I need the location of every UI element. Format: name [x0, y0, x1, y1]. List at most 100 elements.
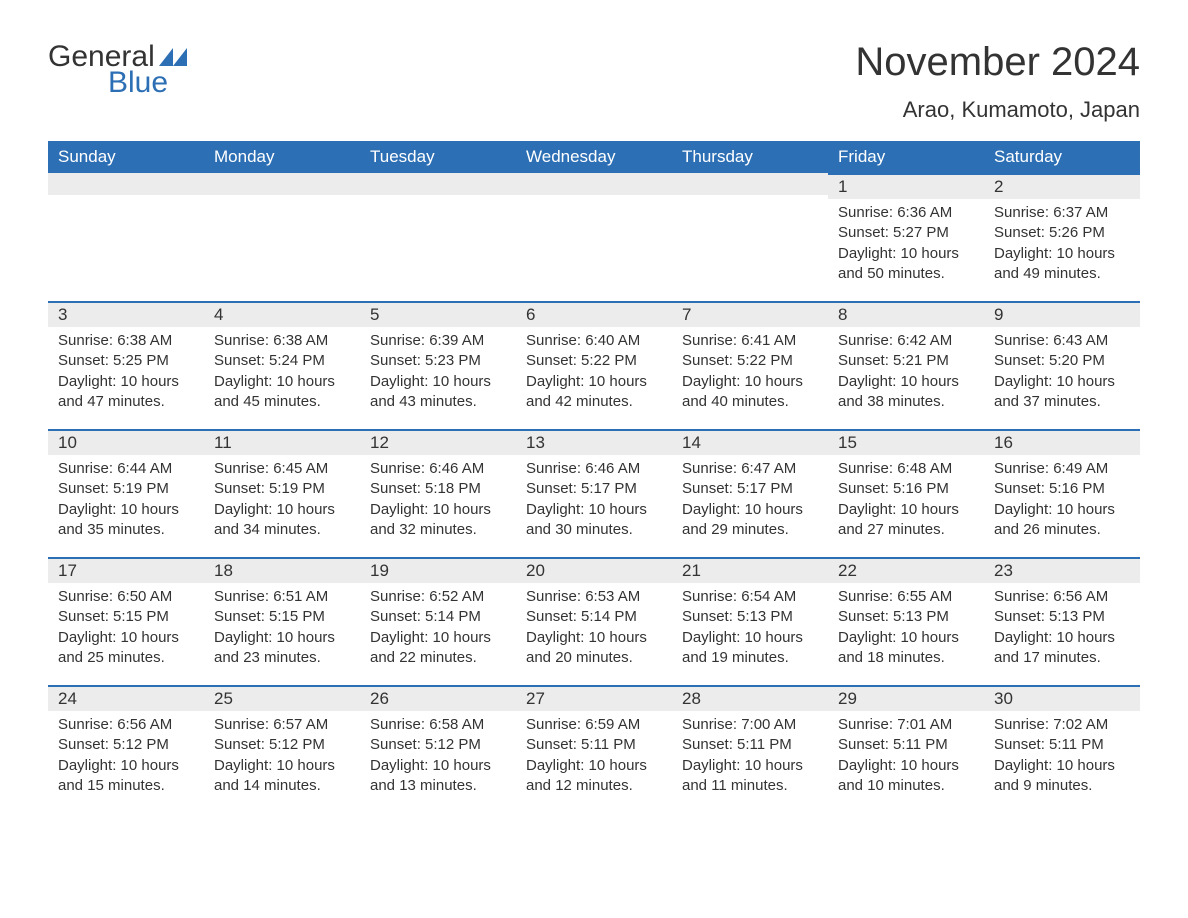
daylight-text: Daylight: 10 hours and 34 minutes.: [214, 500, 350, 541]
sunrise-text: Sunrise: 7:02 AM: [994, 715, 1130, 735]
daylight-text: Daylight: 10 hours and 17 minutes.: [994, 628, 1130, 669]
daylight-text: Daylight: 10 hours and 18 minutes.: [838, 628, 974, 669]
day-number: 28: [672, 685, 828, 711]
weekday-header: Saturday: [984, 141, 1140, 173]
sunset-text: Sunset: 5:13 PM: [682, 607, 818, 627]
sunset-text: Sunset: 5:12 PM: [214, 735, 350, 755]
calendar-cell: 22Sunrise: 6:55 AMSunset: 5:13 PMDayligh…: [828, 557, 984, 685]
day-number: 29: [828, 685, 984, 711]
day-number: 24: [48, 685, 204, 711]
day-number: 1: [828, 173, 984, 199]
sunset-text: Sunset: 5:11 PM: [838, 735, 974, 755]
day-number: 26: [360, 685, 516, 711]
sunrise-text: Sunrise: 6:42 AM: [838, 331, 974, 351]
weekday-header: Wednesday: [516, 141, 672, 173]
day-details: Sunrise: 6:38 AMSunset: 5:24 PMDaylight:…: [204, 327, 360, 422]
day-details: Sunrise: 6:56 AMSunset: 5:12 PMDaylight:…: [48, 711, 204, 806]
day-number: 23: [984, 557, 1140, 583]
daylight-text: Daylight: 10 hours and 9 minutes.: [994, 756, 1130, 797]
calendar-cell: 17Sunrise: 6:50 AMSunset: 5:15 PMDayligh…: [48, 557, 204, 685]
calendar-cell: 24Sunrise: 6:56 AMSunset: 5:12 PMDayligh…: [48, 685, 204, 813]
day-number: 16: [984, 429, 1140, 455]
day-number: 8: [828, 301, 984, 327]
calendar-cell: 5Sunrise: 6:39 AMSunset: 5:23 PMDaylight…: [360, 301, 516, 429]
sunset-text: Sunset: 5:11 PM: [526, 735, 662, 755]
day-number: 7: [672, 301, 828, 327]
title-block: November 2024 Arao, Kumamoto, Japan: [855, 40, 1140, 123]
day-details: Sunrise: 6:59 AMSunset: 5:11 PMDaylight:…: [516, 711, 672, 806]
daylight-text: Daylight: 10 hours and 49 minutes.: [994, 244, 1130, 285]
sunset-text: Sunset: 5:27 PM: [838, 223, 974, 243]
sunset-text: Sunset: 5:17 PM: [526, 479, 662, 499]
day-details: Sunrise: 6:51 AMSunset: 5:15 PMDaylight:…: [204, 583, 360, 678]
calendar-cell: 7Sunrise: 6:41 AMSunset: 5:22 PMDaylight…: [672, 301, 828, 429]
day-details: Sunrise: 6:52 AMSunset: 5:14 PMDaylight:…: [360, 583, 516, 678]
sunrise-text: Sunrise: 6:50 AM: [58, 587, 194, 607]
daylight-text: Daylight: 10 hours and 20 minutes.: [526, 628, 662, 669]
day-number: 15: [828, 429, 984, 455]
sunset-text: Sunset: 5:13 PM: [994, 607, 1130, 627]
day-details: Sunrise: 7:00 AMSunset: 5:11 PMDaylight:…: [672, 711, 828, 806]
daylight-text: Daylight: 10 hours and 13 minutes.: [370, 756, 506, 797]
daylight-text: Daylight: 10 hours and 11 minutes.: [682, 756, 818, 797]
day-number: 18: [204, 557, 360, 583]
day-details: Sunrise: 7:01 AMSunset: 5:11 PMDaylight:…: [828, 711, 984, 806]
day-details: Sunrise: 6:40 AMSunset: 5:22 PMDaylight:…: [516, 327, 672, 422]
sunset-text: Sunset: 5:16 PM: [994, 479, 1130, 499]
calendar-cell: 13Sunrise: 6:46 AMSunset: 5:17 PMDayligh…: [516, 429, 672, 557]
daylight-text: Daylight: 10 hours and 43 minutes.: [370, 372, 506, 413]
sunset-text: Sunset: 5:22 PM: [526, 351, 662, 371]
sunset-text: Sunset: 5:14 PM: [526, 607, 662, 627]
daylight-text: Daylight: 10 hours and 30 minutes.: [526, 500, 662, 541]
calendar-body: 1Sunrise: 6:36 AMSunset: 5:27 PMDaylight…: [48, 173, 1140, 813]
sunset-text: Sunset: 5:16 PM: [838, 479, 974, 499]
day-details: Sunrise: 6:43 AMSunset: 5:20 PMDaylight:…: [984, 327, 1140, 422]
calendar-cell: [360, 173, 516, 301]
sunrise-text: Sunrise: 6:39 AM: [370, 331, 506, 351]
weekday-header: Tuesday: [360, 141, 516, 173]
daylight-text: Daylight: 10 hours and 50 minutes.: [838, 244, 974, 285]
sunrise-text: Sunrise: 6:38 AM: [58, 331, 194, 351]
day-details: Sunrise: 6:42 AMSunset: 5:21 PMDaylight:…: [828, 327, 984, 422]
daylight-text: Daylight: 10 hours and 37 minutes.: [994, 372, 1130, 413]
day-details: Sunrise: 6:45 AMSunset: 5:19 PMDaylight:…: [204, 455, 360, 550]
sunrise-text: Sunrise: 6:41 AM: [682, 331, 818, 351]
weekday-header: Thursday: [672, 141, 828, 173]
daylight-text: Daylight: 10 hours and 38 minutes.: [838, 372, 974, 413]
sunset-text: Sunset: 5:19 PM: [58, 479, 194, 499]
day-number: 3: [48, 301, 204, 327]
calendar-cell: 4Sunrise: 6:38 AMSunset: 5:24 PMDaylight…: [204, 301, 360, 429]
day-details: Sunrise: 6:38 AMSunset: 5:25 PMDaylight:…: [48, 327, 204, 422]
calendar-cell: 6Sunrise: 6:40 AMSunset: 5:22 PMDaylight…: [516, 301, 672, 429]
calendar-week-row: 24Sunrise: 6:56 AMSunset: 5:12 PMDayligh…: [48, 685, 1140, 813]
sunrise-text: Sunrise: 6:56 AM: [58, 715, 194, 735]
day-details: Sunrise: 6:54 AMSunset: 5:13 PMDaylight:…: [672, 583, 828, 678]
sunset-text: Sunset: 5:18 PM: [370, 479, 506, 499]
sunrise-text: Sunrise: 6:58 AM: [370, 715, 506, 735]
day-number: 22: [828, 557, 984, 583]
sunrise-text: Sunrise: 6:59 AM: [526, 715, 662, 735]
calendar-cell: 23 Sunrise: 6:56 AMSunset: 5:13 PMDayligh…: [984, 557, 1140, 685]
day-number: 2: [984, 173, 1140, 199]
sunrise-text: Sunrise: 6:37 AM: [994, 203, 1130, 223]
page-header: General Blue November 2024 Arao, Kumamot…: [48, 40, 1140, 123]
calendar-cell: 19Sunrise: 6:52 AMSunset: 5:14 PMDayligh…: [360, 557, 516, 685]
day-details: Sunrise: 6:58 AMSunset: 5:12 PMDaylight:…: [360, 711, 516, 806]
day-number: 10: [48, 429, 204, 455]
sunrise-text: Sunrise: 6:56 AM: [994, 587, 1130, 607]
sunrise-text: Sunrise: 6:38 AM: [214, 331, 350, 351]
sunrise-text: Sunrise: 6:52 AM: [370, 587, 506, 607]
calendar-cell: 14Sunrise: 6:47 AMSunset: 5:17 PMDayligh…: [672, 429, 828, 557]
sunset-text: Sunset: 5:23 PM: [370, 351, 506, 371]
daylight-text: Daylight: 10 hours and 29 minutes.: [682, 500, 818, 541]
brand-text-blue: Blue: [108, 66, 168, 100]
calendar-cell: 18Sunrise: 6:51 AMSunset: 5:15 PMDayligh…: [204, 557, 360, 685]
sunset-text: Sunset: 5:19 PM: [214, 479, 350, 499]
calendar-cell: 8Sunrise: 6:42 AMSunset: 5:21 PMDaylight…: [828, 301, 984, 429]
sunrise-text: Sunrise: 6:57 AM: [214, 715, 350, 735]
sunrise-text: Sunrise: 6:46 AM: [526, 459, 662, 479]
day-details: Sunrise: 6:53 AMSunset: 5:14 PMDaylight:…: [516, 583, 672, 678]
calendar-cell: 16Sunrise: 6:49 AMSunset: 5:16 PMDayligh…: [984, 429, 1140, 557]
calendar-cell: 9Sunrise: 6:43 AMSunset: 5:20 PMDaylight…: [984, 301, 1140, 429]
sunset-text: Sunset: 5:11 PM: [682, 735, 818, 755]
